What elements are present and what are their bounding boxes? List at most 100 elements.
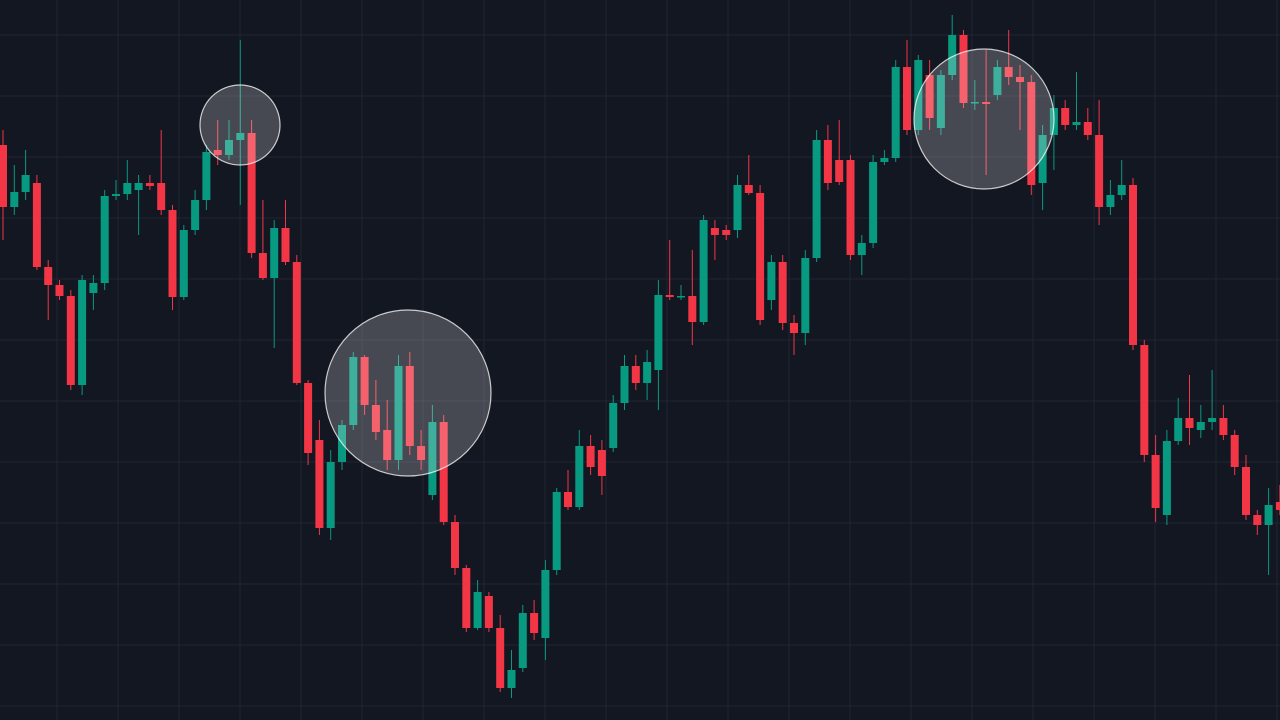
- candle-body: [247, 133, 256, 253]
- candle-body: [281, 228, 290, 262]
- candle-body: [78, 280, 87, 385]
- candle-body: [869, 162, 878, 243]
- candle-body: [744, 185, 753, 193]
- candle-body: [213, 150, 222, 155]
- candle-body: [32, 183, 41, 267]
- candle-body: [428, 422, 437, 495]
- candle-body: [55, 285, 64, 296]
- candle-body: [1174, 418, 1183, 441]
- candle-body: [1196, 422, 1205, 430]
- candle-body: [710, 228, 719, 235]
- candle-body: [157, 183, 166, 210]
- candle-body: [168, 210, 177, 297]
- candle-body: [812, 140, 821, 258]
- candle-body: [1004, 67, 1013, 77]
- candle-body: [891, 67, 900, 158]
- candle-body: [733, 185, 742, 230]
- candle-body: [880, 158, 889, 162]
- candle-body: [236, 133, 245, 140]
- candle-body: [191, 200, 200, 230]
- candle-body: [451, 522, 459, 568]
- candle-body: [1264, 505, 1273, 525]
- candle-body: [123, 183, 132, 194]
- candle-body: [722, 230, 731, 235]
- candle-body: [1027, 82, 1036, 185]
- candle-body: [530, 613, 539, 633]
- candle-body: [970, 102, 979, 104]
- highlight-circle: [199, 84, 281, 166]
- candle-body: [66, 296, 75, 385]
- candle-body: [145, 183, 154, 186]
- candle-body: [134, 183, 143, 190]
- candle-body: [1253, 515, 1262, 525]
- candle-body: [1129, 185, 1137, 345]
- candle-body: [1151, 455, 1160, 508]
- candle-body: [665, 295, 674, 297]
- candle-body: [439, 422, 448, 522]
- highlight-circle: [913, 48, 1055, 190]
- candle-body: [10, 192, 19, 207]
- candle-body: [462, 568, 471, 628]
- candle-body: [541, 570, 550, 638]
- candle-body: [315, 440, 324, 528]
- candle-body: [360, 357, 369, 405]
- candle-body: [823, 140, 832, 183]
- highlight-circle: [324, 309, 492, 477]
- candle-body: [790, 323, 798, 333]
- candle-body: [1083, 122, 1092, 135]
- candle-body: [383, 430, 392, 460]
- candle-body: [925, 75, 934, 118]
- candle-body: [609, 403, 618, 448]
- candle-body: [982, 102, 991, 104]
- candle-body: [1117, 185, 1126, 195]
- candle-body: [1140, 345, 1149, 455]
- candle-body: [518, 613, 527, 668]
- candle-body: [857, 243, 866, 255]
- candle-body: [575, 446, 584, 507]
- candle-body: [767, 262, 776, 300]
- candle-body: [179, 230, 188, 297]
- candles: [0, 15, 1280, 698]
- candle-body: [1242, 467, 1250, 515]
- candle-body: [371, 405, 380, 432]
- candle-body: [1106, 195, 1115, 207]
- candle-body: [552, 492, 561, 570]
- candle-body: [564, 492, 572, 507]
- candle-body: [654, 295, 663, 370]
- candle-body: [1061, 108, 1070, 125]
- candle-body: [643, 362, 652, 383]
- candle-body: [1038, 135, 1047, 183]
- candle-body: [846, 160, 855, 255]
- candle-body: [801, 258, 810, 333]
- candle-body: [304, 383, 313, 453]
- candle-body: [100, 196, 109, 283]
- candle-body: [677, 296, 685, 298]
- candle-body: [756, 193, 765, 320]
- candle-body: [292, 262, 301, 383]
- candle-body: [778, 262, 787, 323]
- candle-body: [258, 253, 267, 278]
- candle-body: [1072, 122, 1081, 125]
- candle-body: [620, 366, 629, 403]
- candle-body: [473, 592, 482, 628]
- candle-body: [394, 366, 403, 460]
- candle-body: [89, 283, 98, 293]
- candle-body: [699, 220, 708, 322]
- candle-body: [1230, 435, 1239, 467]
- candle-body: [112, 194, 120, 196]
- candle-body: [835, 160, 844, 182]
- candle-body: [202, 152, 211, 200]
- candle-body: [948, 35, 957, 75]
- candle-body: [1162, 441, 1171, 515]
- candle-body: [44, 267, 53, 285]
- candle-body: [631, 366, 640, 383]
- candle-body: [993, 67, 1002, 95]
- candle-body: [405, 366, 414, 446]
- candle-body: [959, 35, 968, 103]
- candle-body: [1185, 418, 1194, 428]
- candle-body: [903, 67, 911, 130]
- candle-body: [688, 296, 697, 322]
